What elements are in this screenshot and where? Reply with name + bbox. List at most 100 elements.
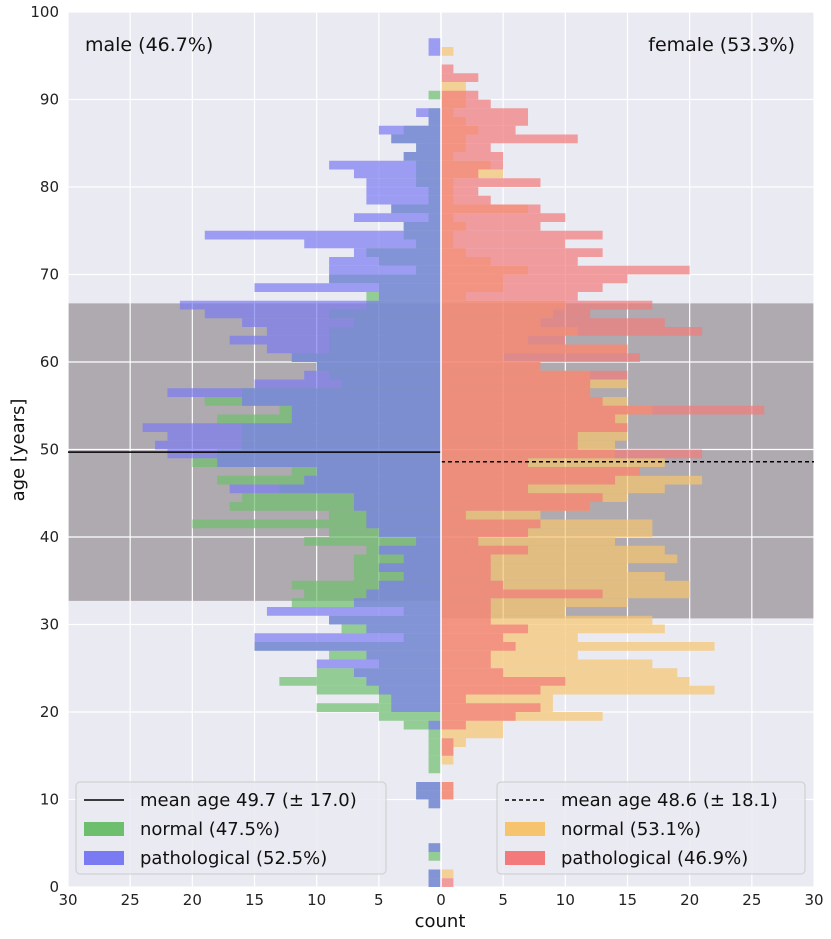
male-pathological-bar: [428, 47, 441, 56]
female-pathological-bar: [441, 125, 516, 135]
male-normal-bar: [428, 747, 441, 756]
male-pathological-bar: [291, 414, 441, 424]
male-normal-bar: [279, 677, 441, 686]
male-normal-bar: [304, 537, 441, 546]
legend-female-normal-swatch: [505, 822, 545, 836]
male-pathological-bar: [428, 117, 441, 126]
female-pathological-bar: [441, 274, 628, 284]
male-pathological-bar: [167, 432, 441, 441]
male-pathological-bar: [266, 344, 441, 354]
female-normal-bar: [441, 572, 665, 581]
female-pathological-bar: [441, 204, 541, 214]
legend-male-pathological-text: pathological (52.5%): [140, 848, 327, 869]
female-pathological-bar: [441, 257, 578, 266]
tick-label-layer: 30 25 20 15 10 5 0 5 10 15 20 25 3001020304050607080…: [30, 3, 823, 909]
male-normal-bar: [316, 703, 441, 712]
male-pathological-bar: [391, 204, 441, 214]
female-pathological-bar: [441, 694, 466, 704]
female-pathological-bar: [441, 475, 616, 485]
female-label: female (53.3%): [648, 34, 795, 56]
male-pathological-bar: [378, 563, 441, 572]
female-pathological-bar: [441, 414, 616, 424]
male-pathological-bar: [316, 467, 441, 476]
female-pathological-bar: [441, 318, 665, 327]
female-pathological-bar: [441, 782, 454, 791]
female-pathological-bar: [441, 720, 466, 730]
female-pathological-bar: [441, 405, 765, 415]
female-normal-bar: [441, 607, 566, 616]
female-pathological-bar: [441, 195, 491, 205]
y-tick-label: 50: [40, 441, 59, 459]
male-pathological-bar: [403, 152, 441, 161]
x-tick-label: 30: [58, 891, 77, 909]
female-pathological-bar: [441, 344, 628, 354]
female-pathological-bar: [441, 64, 454, 74]
male-pathological-bar: [403, 222, 441, 231]
male-pathological-bar: [366, 187, 441, 196]
y-tick-label: 10: [40, 791, 59, 809]
female-pathological-bar: [441, 134, 578, 144]
female-pathological-bar: [441, 169, 479, 179]
male-normal-bar: [428, 738, 441, 747]
female-pathological-bar: [441, 458, 529, 467]
male-pathological-bar: [291, 405, 441, 415]
female-pathological-bar: [441, 152, 504, 161]
male-pathological-bar: [416, 782, 441, 791]
male-pathological-bar: [378, 292, 441, 301]
male-pathological-bar: [403, 554, 441, 564]
female-normal-bar: [441, 869, 454, 879]
male-pathological-bar: [329, 257, 441, 266]
female-normal-bar: [441, 659, 653, 669]
female-pathological-bar: [441, 677, 566, 686]
female-pathological-bar: [441, 432, 578, 441]
male-pathological-bar: [428, 878, 441, 887]
female-pathological-bar: [441, 73, 479, 82]
male-normal-bar: [353, 572, 441, 581]
male-pathological-bar: [378, 125, 441, 135]
female-pathological-bar: [441, 362, 541, 371]
x-axis-label: count: [415, 911, 466, 932]
male-pathological-bar: [378, 545, 441, 555]
male-pathological-bar: [353, 213, 441, 222]
x-tick-label: 10: [556, 891, 575, 909]
female-pathological-bar: [441, 642, 516, 651]
legend-female: mean age 48.6 (± 18.1) normal (53.1%) pa…: [496, 781, 806, 875]
x-tick-label: 5: [374, 891, 384, 909]
female-normal-bar: [441, 545, 665, 555]
legend-female-pathological-swatch: [505, 851, 545, 865]
female-normal-bar: [441, 554, 678, 564]
female-normal-bar: [441, 650, 578, 660]
female-normal-bar: [441, 82, 466, 91]
male-label: male (46.7%): [85, 34, 213, 56]
male-pathological-bar: [204, 309, 441, 319]
male-pathological-bar: [378, 528, 441, 537]
male-normal-bar: [316, 685, 441, 695]
female-pathological-bar: [441, 519, 541, 529]
male-normal-bar: [378, 712, 441, 721]
male-pathological-bar: [229, 484, 441, 494]
female-normal-bar: [441, 738, 466, 747]
female-pathological-bar: [441, 493, 603, 502]
female-pathological-bar: [441, 545, 529, 555]
female-pathological-bar: [441, 528, 529, 537]
male-pathological-bar: [353, 598, 441, 607]
male-pathological-bar: [428, 720, 441, 730]
male-pathological-bar: [378, 580, 441, 590]
x-tick-label: 30: [804, 891, 823, 909]
female-pathological-bar: [441, 222, 541, 231]
female-pathological-bar: [441, 607, 491, 616]
male-pathological-bar: [391, 703, 441, 712]
male-pathological-bar: [329, 274, 441, 284]
x-tick-label: 0: [436, 891, 446, 909]
male-pathological-bar: [204, 230, 441, 240]
female-normal-bar: [441, 685, 715, 695]
female-pathological-bar: [441, 335, 566, 345]
female-pathological-bar: [441, 230, 603, 240]
x-tick-label: 10: [307, 891, 326, 909]
male-pathological-bar: [266, 607, 441, 616]
male-pathological-bar: [353, 668, 441, 677]
male-pathological-bar: [254, 633, 441, 642]
female-normal-bar: [441, 519, 653, 529]
female-pathological-bar: [441, 712, 516, 721]
x-tick-label: 25: [121, 891, 140, 909]
